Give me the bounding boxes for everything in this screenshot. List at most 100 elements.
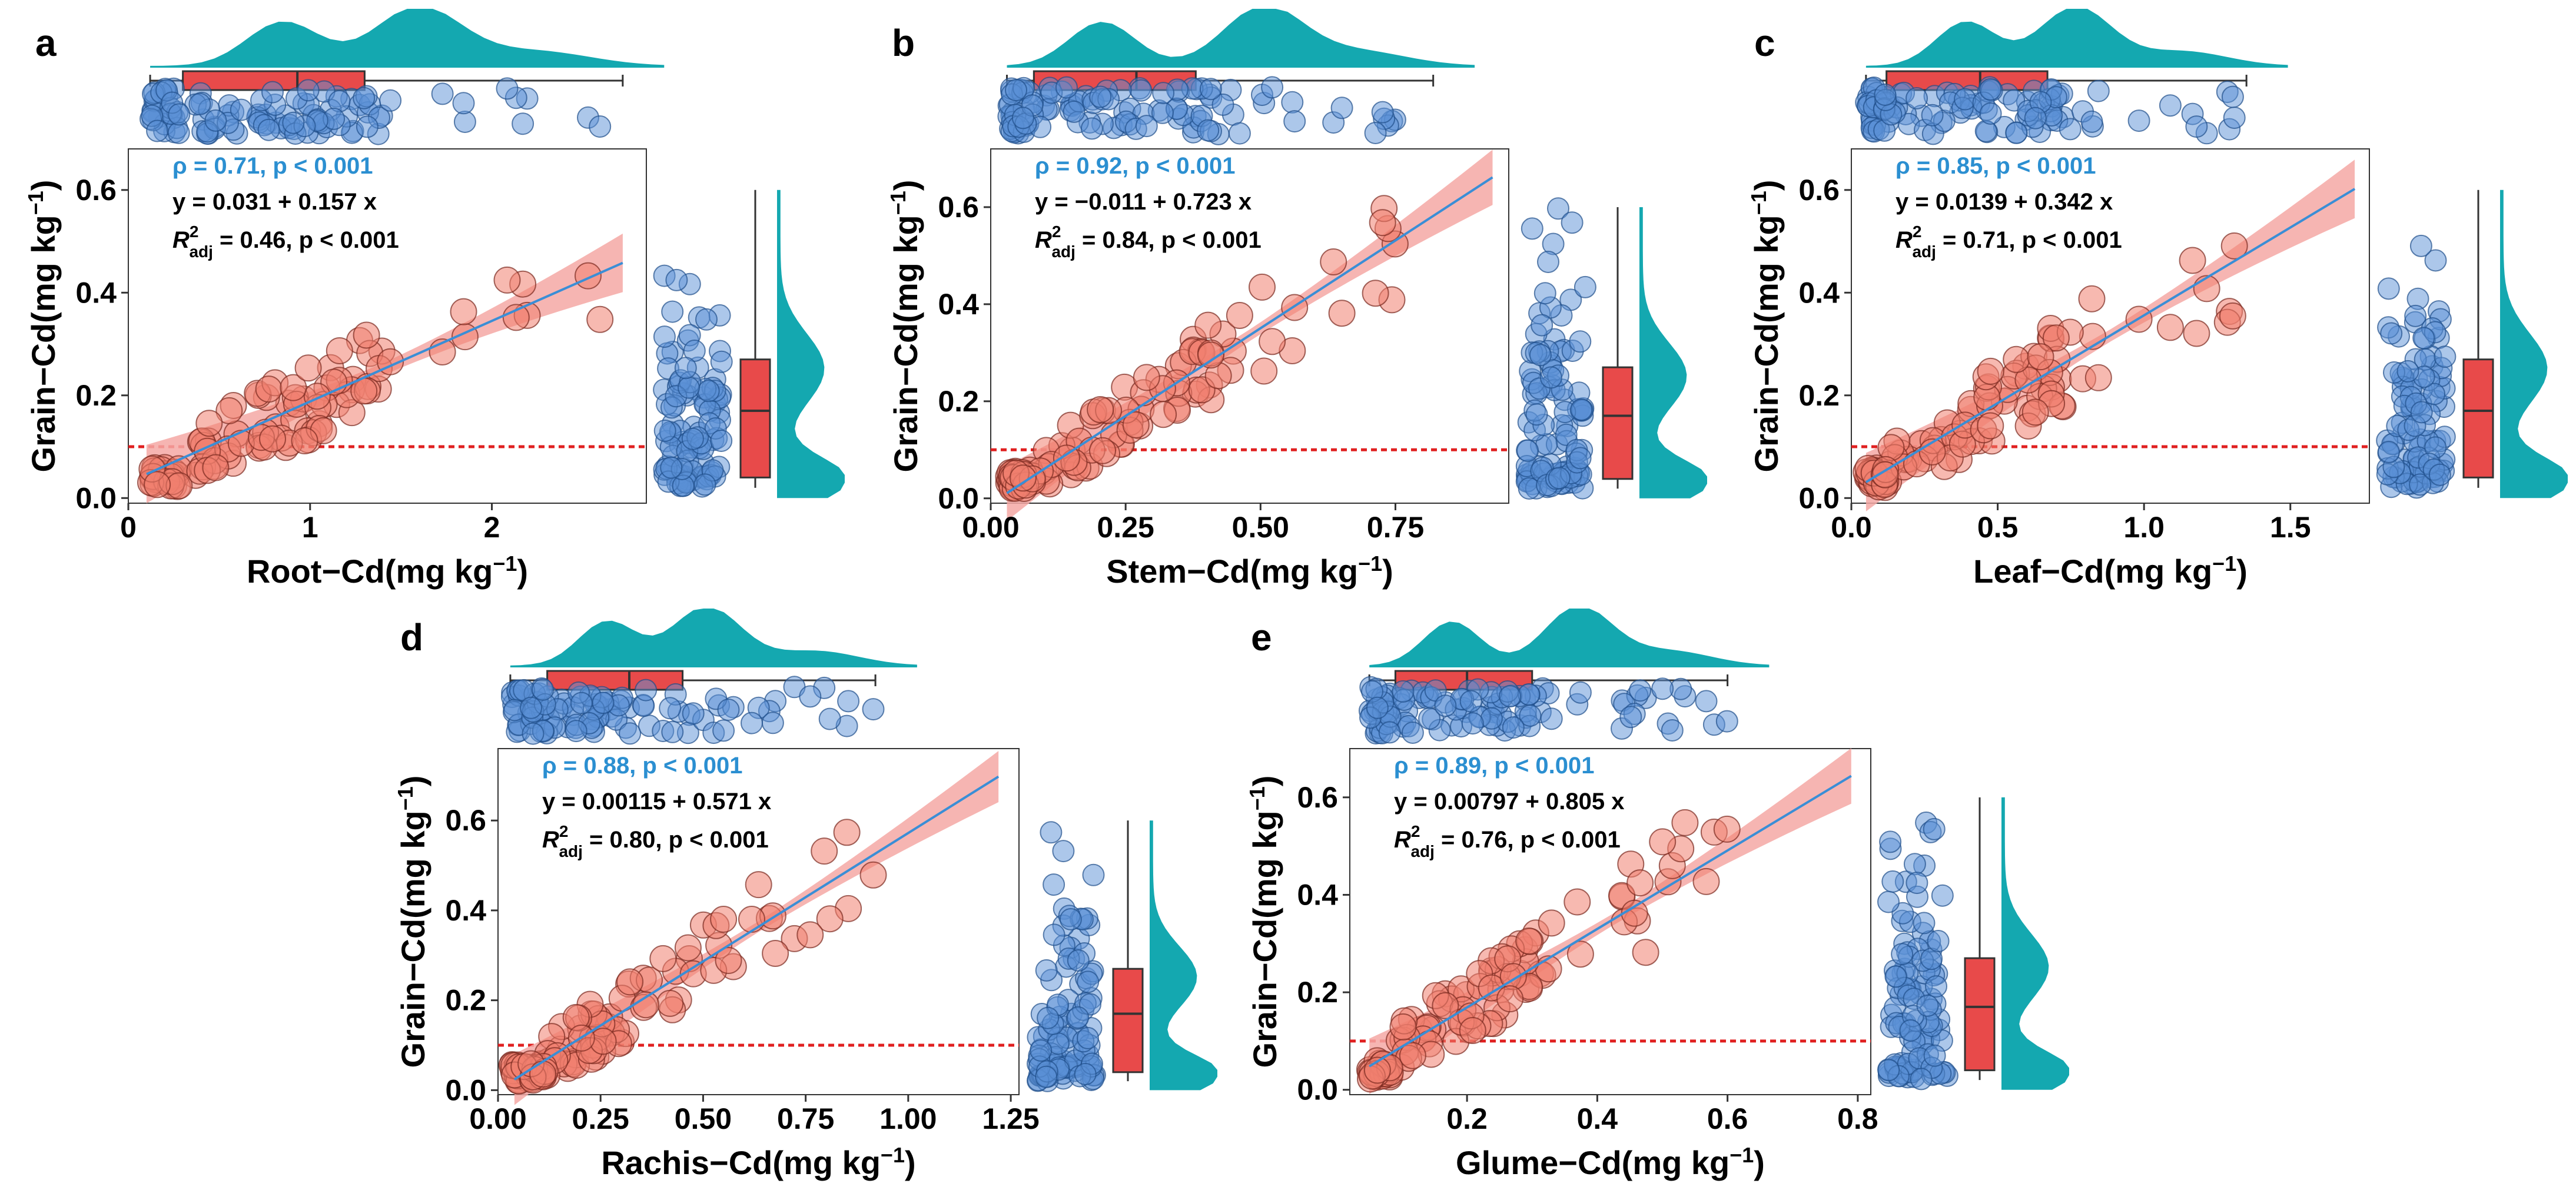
y-jitter-point bbox=[1030, 1039, 1053, 1062]
y-jitter-point bbox=[1569, 447, 1592, 470]
panel-d: d ρ = 0.88, p < 0.001 y = 0.00115 + 0.571 … bbox=[393, 609, 1217, 1182]
y-tick-label: 0.0 bbox=[445, 1073, 486, 1106]
panel-letter: a bbox=[35, 22, 57, 64]
scatter-point bbox=[2021, 398, 2049, 426]
x-jitter-point bbox=[168, 103, 191, 126]
x-jitter-point bbox=[1261, 76, 1284, 99]
x-jitter-point bbox=[799, 685, 822, 708]
y-jitter-point bbox=[1077, 1026, 1099, 1049]
scatter-point bbox=[1977, 412, 2004, 440]
x-axis-title: Root−Cd(mg kg−1) bbox=[247, 551, 528, 590]
x-jitter-point bbox=[1695, 690, 1718, 713]
scatter-point bbox=[1122, 411, 1150, 438]
scatter-point bbox=[796, 921, 824, 949]
scatter-point bbox=[1496, 985, 1524, 1013]
x-jitter-point bbox=[2127, 109, 2150, 132]
x-jitter-point bbox=[818, 707, 841, 730]
x-axis-title: Glume−Cd(mg kg−1) bbox=[1456, 1143, 1765, 1182]
x-jitter-point bbox=[2024, 107, 2047, 129]
y-jitter-point bbox=[674, 357, 697, 380]
y-tick-label: 0.4 bbox=[445, 894, 486, 927]
panel-letter: c bbox=[1754, 22, 1775, 64]
x-jitter-point bbox=[1569, 681, 1592, 704]
r2-exponent: 2 bbox=[1052, 222, 1061, 241]
scatter-point bbox=[2179, 247, 2206, 274]
x-jitter-point bbox=[1364, 122, 1387, 144]
y-jitter-point bbox=[1906, 872, 1928, 895]
x-axis-title: Rachis−Cd(mg kg−1) bbox=[601, 1143, 915, 1182]
fit-line bbox=[1006, 176, 1493, 494]
fit-line bbox=[1369, 774, 1852, 1068]
x-jitter-point bbox=[1401, 722, 1424, 744]
r2-value: = 0.84, p < 0.001 bbox=[1075, 227, 1262, 253]
y-jitter-point bbox=[1570, 398, 1593, 421]
x-jitter-point bbox=[2087, 79, 2110, 102]
x-jitter-point bbox=[2223, 107, 2246, 129]
rho-annotation: ρ = 0.85, p < 0.001 bbox=[1896, 153, 2096, 179]
x-jitter-point bbox=[1661, 719, 1684, 742]
scatter-point bbox=[1226, 302, 1253, 329]
x-axis-name: Glume−Cd bbox=[1456, 1144, 1622, 1181]
x-tick-label: 1.25 bbox=[982, 1102, 1039, 1135]
x-axis-title: Leaf−Cd(mg kg−1) bbox=[1973, 551, 2248, 590]
y-tick-label: 0.2 bbox=[75, 379, 117, 412]
x-jitter-point bbox=[1921, 104, 1944, 127]
y-jitter-point bbox=[1539, 366, 1562, 389]
x-jitter-point bbox=[619, 722, 642, 745]
x-jitter-point bbox=[837, 690, 860, 713]
x-jitter-point bbox=[565, 720, 587, 743]
x-jitter-point bbox=[1211, 93, 1234, 116]
y-axis-unit-exp: −1 bbox=[24, 191, 48, 215]
r2-value: = 0.76, p < 0.001 bbox=[1435, 827, 1621, 853]
panel-b: b ρ = 0.92, p < 0.001 y = −0.011 + 0.723 x… bbox=[886, 9, 1707, 590]
y-density bbox=[2500, 190, 2568, 498]
x-axis-unit-exp: −1 bbox=[493, 551, 517, 576]
x-jitter-point bbox=[1281, 91, 1304, 114]
x-jitter-point bbox=[452, 92, 475, 115]
scatter-point bbox=[1133, 364, 1160, 391]
x-jitter-point bbox=[1392, 680, 1415, 703]
y-jitter-point bbox=[2404, 304, 2427, 327]
x-jitter-point bbox=[2185, 115, 2208, 138]
x-jitter-point bbox=[1459, 690, 1482, 713]
y-axis-unit-exp: −1 bbox=[1747, 191, 1771, 215]
panel-e: e ρ = 0.89, p < 0.001 y = 0.00797 + 0.805 … bbox=[1245, 609, 2069, 1182]
x-tick-label: 0.8 bbox=[1837, 1102, 1878, 1135]
x-density bbox=[1369, 609, 1770, 667]
scatter-point bbox=[1009, 464, 1037, 492]
x-jitter-point bbox=[589, 115, 612, 138]
x-jitter-point bbox=[1055, 76, 1078, 99]
r2-symbol: R bbox=[542, 827, 559, 853]
y-jitter-point bbox=[1548, 467, 1571, 490]
x-jitter-point bbox=[1371, 101, 1394, 124]
y-jitter-point bbox=[1916, 994, 1939, 1017]
rho-annotation: ρ = 0.89, p < 0.001 bbox=[1394, 753, 1595, 779]
x-jitter-point bbox=[431, 82, 454, 105]
y-jitter-point bbox=[1903, 853, 1926, 876]
scatter-point bbox=[1713, 815, 1741, 843]
x-jitter-point bbox=[1378, 721, 1401, 744]
scatter-point bbox=[2219, 302, 2246, 330]
y-tick-label: 0.0 bbox=[75, 481, 117, 514]
x-jitter-point bbox=[532, 678, 555, 701]
y-jitter-point bbox=[2428, 463, 2451, 486]
panel-a: a ρ = 0.71, p < 0.001 y = 0.031 + 0.157 x R… bbox=[24, 9, 845, 590]
scatter-point bbox=[1626, 869, 1654, 897]
y-jitter-point bbox=[2409, 473, 2432, 496]
scatter-point bbox=[1459, 1017, 1486, 1044]
x-tick-label: 0.6 bbox=[1707, 1102, 1748, 1135]
y-box bbox=[1602, 366, 1634, 480]
x-jitter-point bbox=[1434, 694, 1457, 717]
x-jitter-point bbox=[1979, 78, 2002, 101]
y-jitter-point bbox=[1077, 970, 1100, 993]
x-jitter-point bbox=[2080, 110, 2103, 133]
y-axis-unit-close: ) bbox=[887, 180, 924, 191]
y-axis-unit-close: ) bbox=[1748, 180, 1785, 191]
scatter-point bbox=[303, 383, 331, 410]
scatter-point bbox=[195, 410, 223, 437]
x-axis-unit-close: ) bbox=[517, 553, 528, 590]
scatter-point bbox=[202, 454, 230, 481]
scatter-point bbox=[294, 354, 322, 382]
x-jitter-point bbox=[1152, 82, 1175, 105]
y-tick-label: 0.2 bbox=[938, 385, 979, 418]
